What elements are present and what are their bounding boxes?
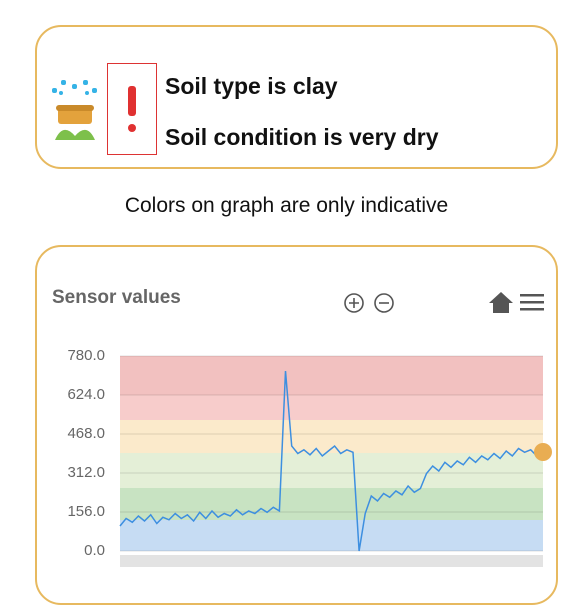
y-tick-label: 156.0	[67, 503, 105, 520]
plot-band	[120, 520, 543, 551]
plot-band	[120, 488, 543, 520]
plot-band	[120, 453, 543, 488]
page: {"status": {"soil_type": "Soil type is c…	[35, 25, 558, 605]
y-tick-label: 468.0	[67, 425, 105, 442]
note: Colors on graph are only indicative	[124, 194, 449, 217]
menu-button[interactable]	[520, 294, 544, 311]
soil-condition: Soil condition is very dry	[165, 124, 439, 150]
sprinkler-icon	[52, 80, 97, 140]
y-tick-label: 312.0	[67, 464, 105, 481]
soil-type: Soil type is clay	[165, 73, 338, 99]
y-tick-label: 624.0	[67, 386, 105, 403]
status-card	[35, 25, 558, 169]
y-tick-label: 0.0	[84, 542, 105, 559]
chart: Sensor values 0.0 156.0 312.0 468.0 624.0 780…	[52, 287, 552, 567]
series-line	[119, 370, 544, 552]
y-tick-label: 780.0	[67, 347, 105, 364]
drag-handle	[534, 443, 552, 461]
chart-title: Sensor values	[52, 287, 181, 308]
zoom-out[interactable]	[374, 293, 394, 313]
plot-band	[120, 395, 543, 420]
zoom-in[interactable]	[344, 293, 364, 313]
alert-box	[107, 63, 157, 155]
plot-band	[120, 356, 543, 395]
home-button[interactable]	[489, 292, 513, 313]
plot-band	[120, 420, 543, 453]
navigator	[120, 555, 543, 567]
